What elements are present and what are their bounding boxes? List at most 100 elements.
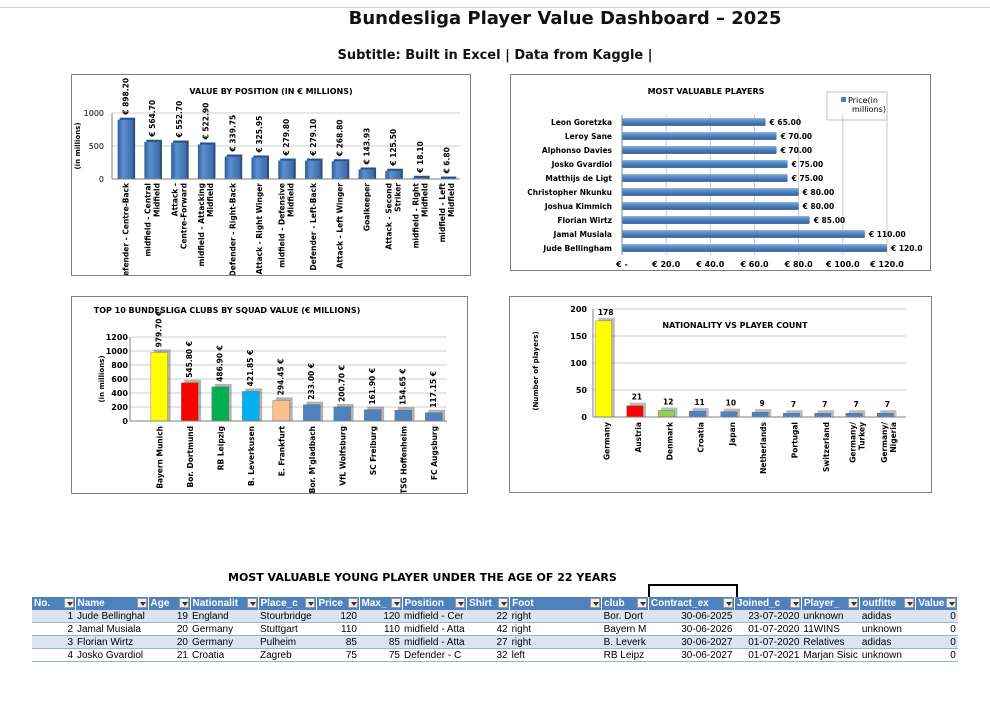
table-cell[interactable]: Florian Wirtz xyxy=(75,635,148,649)
column-header[interactable]: club xyxy=(601,597,649,610)
filter-dropdown-icon[interactable] xyxy=(347,598,358,608)
table-cell[interactable]: 0 xyxy=(915,610,958,623)
table-cell[interactable]: RB Leipz xyxy=(601,648,649,662)
table-cell[interactable]: right xyxy=(509,610,602,623)
table-cell[interactable]: Pulheim xyxy=(258,635,316,649)
chart-most-valuable-players[interactable]: MOST VALUABLE PLAYERS Price(in millions) €… xyxy=(510,74,931,271)
table-cell[interactable]: 23-07-2020 xyxy=(734,610,802,623)
filter-dropdown-icon[interactable] xyxy=(636,598,647,608)
table-cell[interactable]: 110 xyxy=(359,622,402,636)
column-header[interactable]: Shirt xyxy=(466,597,511,610)
filter-dropdown-icon[interactable] xyxy=(789,598,800,608)
table-cell[interactable]: 22 xyxy=(466,610,510,623)
column-header[interactable]: Value xyxy=(915,597,959,610)
column-header[interactable]: Max_ xyxy=(359,597,403,610)
table-cell[interactable]: Zagreb xyxy=(258,648,316,662)
table-cell[interactable]: 01-07-2020 xyxy=(734,635,802,649)
column-header[interactable]: Contract_ex xyxy=(648,597,735,610)
table-cell[interactable]: right xyxy=(509,622,602,636)
column-header[interactable]: Name xyxy=(75,597,149,610)
table-cell[interactable]: Josko Gvardiol xyxy=(75,648,148,662)
column-header[interactable]: outfitte xyxy=(859,597,917,610)
table-cell[interactable]: 42 xyxy=(466,622,510,636)
table-cell[interactable]: 2 xyxy=(32,622,75,636)
filter-dropdown-icon[interactable] xyxy=(722,598,733,608)
table-cell[interactable]: left xyxy=(509,648,602,662)
filter-dropdown-icon[interactable] xyxy=(390,598,401,608)
table-cell[interactable]: unknown xyxy=(859,622,916,636)
table-cell[interactable]: 01-07-2020 xyxy=(734,622,802,636)
table-cell[interactable]: 11WINS xyxy=(801,622,860,636)
table-cell[interactable]: 75 xyxy=(359,648,402,662)
table-cell[interactable]: 0 xyxy=(915,622,958,636)
table-cell[interactable]: 30-06-2025 xyxy=(648,610,735,623)
table-cell[interactable]: unknown xyxy=(859,648,916,662)
table-cell[interactable]: 21 xyxy=(148,648,190,662)
table-cell[interactable]: right xyxy=(509,635,602,649)
table-cell[interactable]: Jude Bellinghal xyxy=(75,610,148,623)
table-cell[interactable]: Bor. Dort xyxy=(601,610,649,623)
table-cell[interactable]: 0 xyxy=(915,635,958,649)
table-cell[interactable]: 4 xyxy=(32,648,75,662)
table-cell[interactable]: adidas xyxy=(859,610,916,623)
filter-dropdown-icon[interactable] xyxy=(178,598,189,608)
filter-dropdown-icon[interactable] xyxy=(455,598,466,608)
filter-dropdown-icon[interactable] xyxy=(304,598,315,608)
table-cell[interactable]: 110 xyxy=(316,622,359,636)
filter-dropdown-icon[interactable] xyxy=(498,598,509,608)
table-cell[interactable]: Jamal Musiala xyxy=(75,622,148,636)
table-cell[interactable]: 0 xyxy=(915,648,958,662)
table-cell[interactable]: Defender - C xyxy=(402,648,467,662)
column-header[interactable]: Joined_c xyxy=(734,597,802,610)
table-cell[interactable]: Stuttgart xyxy=(258,622,316,636)
table-cell[interactable]: 85 xyxy=(316,635,359,649)
table-cell[interactable]: adidas xyxy=(859,635,916,649)
table-cell[interactable]: midfield - Atta xyxy=(402,622,467,636)
table-cell[interactable]: Germany xyxy=(190,622,258,636)
table-cell[interactable]: 75 xyxy=(316,648,359,662)
column-header[interactable]: Price xyxy=(316,597,360,610)
table-cell[interactable]: Germany xyxy=(190,635,258,649)
column-header[interactable]: Foot xyxy=(509,597,603,610)
table-cell[interactable]: 120 xyxy=(316,610,359,623)
column-header[interactable]: Position xyxy=(402,597,468,610)
table-cell[interactable]: 32 xyxy=(466,648,510,662)
filter-dropdown-icon[interactable] xyxy=(246,598,257,608)
column-header[interactable]: Nationalit xyxy=(190,597,259,610)
filter-dropdown-icon[interactable] xyxy=(136,598,147,608)
filter-dropdown-icon[interactable] xyxy=(946,598,957,608)
table-cell[interactable]: 30-06-2026 xyxy=(648,622,735,636)
filter-dropdown-icon[interactable] xyxy=(904,598,915,608)
table-cell[interactable]: B. Leverk xyxy=(601,635,649,649)
table-cell[interactable]: Marjan Sisic xyxy=(801,648,860,662)
table-cell[interactable]: 120 xyxy=(359,610,402,623)
table-cell[interactable]: 19 xyxy=(148,610,190,623)
column-header[interactable]: Player_ xyxy=(801,597,861,610)
table-cell[interactable]: 30-06-2027 xyxy=(648,635,735,649)
table-cell[interactable]: 01-07-2021 xyxy=(734,648,802,662)
table-cell[interactable]: 3 xyxy=(32,635,75,649)
column-header[interactable]: No. xyxy=(32,597,76,610)
table-cell[interactable]: 20 xyxy=(148,622,190,636)
table-cell[interactable]: Croatia xyxy=(190,648,258,662)
table-cell[interactable]: 30-06-2027 xyxy=(648,648,735,662)
table-cell[interactable]: midfield - Atta xyxy=(402,635,467,649)
table-cell[interactable]: Stourbridge xyxy=(258,610,316,623)
filter-dropdown-icon[interactable] xyxy=(848,598,859,608)
table-cell[interactable]: midfield - Cer xyxy=(402,610,467,623)
table-cell[interactable]: Relatives xyxy=(801,635,860,649)
column-header[interactable]: Age xyxy=(148,597,191,610)
chart-nationality-count[interactable]: NATIONALITY VS PLAYER COUNT (Number of pl… xyxy=(509,296,932,493)
table-cell[interactable]: unknown xyxy=(801,610,860,623)
table-cell[interactable]: 20 xyxy=(148,635,190,649)
table-cell[interactable]: 27 xyxy=(466,635,510,649)
table-cell[interactable]: 1 xyxy=(32,610,75,623)
filter-dropdown-icon[interactable] xyxy=(590,598,601,608)
table-cell[interactable]: 85 xyxy=(359,635,402,649)
filter-dropdown-icon[interactable] xyxy=(63,598,74,608)
table-cell[interactable]: England xyxy=(190,610,258,623)
chart-top-clubs[interactable]: TOP 10 BUNDESLIGA CLUBS BY SQUAD VALUE (… xyxy=(71,296,468,494)
column-header[interactable]: Place_c xyxy=(258,597,317,610)
chart-value-by-position[interactable]: VALUE BY POSITION (IN € MILLIONS) (in mil… xyxy=(71,74,471,276)
table-cell[interactable]: Bayern M xyxy=(601,622,649,636)
